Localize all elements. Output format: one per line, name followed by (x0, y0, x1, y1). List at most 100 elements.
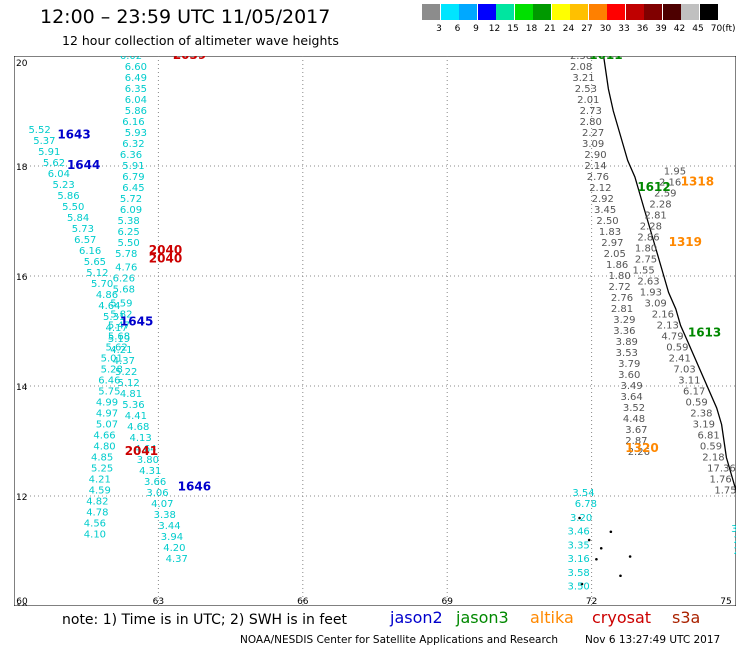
colorbar-label: 18 (525, 24, 538, 34)
colorbar-label: 3 (436, 24, 442, 34)
swh-value: 2.76 (611, 293, 633, 304)
swh-value: 2.50 (596, 216, 618, 227)
swh-value: 5.12 (86, 268, 108, 279)
swh-value: 3.64 (620, 392, 642, 403)
swh-value: 2.87 (625, 436, 647, 447)
legend-altika: altika (530, 608, 574, 627)
swh-value: 2.38 (690, 408, 712, 419)
swh-value: 5.25 (91, 463, 113, 474)
swh-value: 6.26 (113, 274, 135, 285)
swh-value: 0.59 (666, 342, 688, 353)
swh-value: 4.10 (84, 529, 106, 540)
swh-value: 4.07 (151, 499, 173, 510)
swh-value: 24.4 (734, 546, 736, 557)
legend-cryosat: cryosat (592, 608, 652, 627)
swh-value: 5.28 (101, 364, 123, 375)
swh-value: 2.92 (592, 194, 614, 205)
swh-value: 3.45 (594, 205, 616, 216)
swh-value: 2.75 (635, 254, 657, 265)
swh-value: 5.52 (28, 125, 50, 136)
swh-value: 5.12 (117, 378, 139, 389)
colorbar-label: 33 (618, 24, 630, 34)
swh-value: 2.97 (601, 238, 623, 249)
swh-value: 5.70 (91, 279, 113, 290)
map-subtitle: 12 hour collection of altimeter wave hei… (62, 33, 339, 48)
swh-value: 2.16 (659, 177, 681, 188)
swh-value: 3.09 (645, 298, 667, 309)
swh-value: 5.75 (98, 386, 120, 397)
colorbar-label: 6 (454, 24, 461, 34)
track-label: 2041 (125, 444, 158, 458)
swh-value: 5.62 (105, 342, 127, 353)
swh-value: 6.16 (122, 117, 144, 128)
swh-value: 5.22 (115, 367, 137, 378)
swh-value: 5.36 (122, 400, 144, 411)
colorbar-swatch (533, 4, 551, 20)
swh-value: 2.58 (570, 56, 592, 62)
swh-value: 6.32 (122, 139, 144, 150)
swh-value: 1.80 (608, 271, 630, 282)
swh-value: 6.04 (125, 95, 147, 106)
swh-value: 1.95 (664, 166, 686, 177)
swh-value: 2.86 (637, 232, 659, 243)
x-tick-label: 72 (586, 597, 597, 606)
swh-value: 6.02 (120, 56, 142, 62)
swh-value: 2.13 (657, 320, 679, 331)
swh-value: 6.17 (683, 386, 705, 397)
swh-value: 4.20 (163, 543, 185, 554)
colorbar-label: 70 (710, 24, 723, 34)
colorbar-label: 36 (636, 24, 649, 34)
swh-value: 6.25 (117, 227, 139, 238)
y-tick-label: 18 (16, 163, 28, 173)
swh-value: 2.30 (734, 535, 736, 546)
swh-value: 4.31 (139, 466, 161, 477)
swh-value: 5.93 (125, 128, 147, 139)
swh-value: 5.50 (117, 238, 139, 249)
swh-value: 6.09 (120, 205, 142, 216)
swh-value: 5.38 (117, 216, 139, 227)
legend-s3a: s3a (672, 608, 701, 627)
swh-value: 1.55 (633, 265, 655, 276)
swh-value: 1.76 (710, 474, 732, 485)
swh-value: 6.45 (122, 183, 144, 194)
swh-value: 3.58 (568, 568, 590, 579)
colorbar-swatch (570, 4, 588, 20)
swh-value: 3.54 (572, 488, 594, 499)
swh-value: 2.80 (580, 117, 602, 128)
track-label: 1320 (625, 441, 658, 455)
colorbar-label: 21 (544, 24, 556, 34)
swh-value: 6.79 (122, 172, 144, 183)
swh-value: 1.86 (606, 260, 628, 271)
colorbar-swatch (422, 4, 440, 20)
track-label: 1613 (688, 326, 721, 340)
swh-value: 6.35 (125, 84, 147, 95)
swh-value: 2.63 (637, 276, 659, 287)
swh-value: 3.36 (613, 326, 635, 337)
swh-value: 5.72 (120, 194, 142, 205)
swh-value: 4.82 (86, 496, 108, 507)
island-marker (599, 546, 603, 550)
swh-value: 5.86 (57, 191, 79, 202)
y-tick-label: 14 (16, 383, 28, 393)
swh-value: 3.53 (616, 348, 638, 359)
swh-value: 5.62 (43, 158, 65, 169)
colorbar-swatch (459, 4, 477, 20)
colorbar-swatch (681, 4, 699, 20)
swh-value: 2.08 (570, 62, 592, 73)
swh-value: 3.11 (678, 375, 700, 386)
swh-value: 4.76 (115, 263, 137, 274)
colorbar-swatch (644, 4, 662, 20)
swh-value: 2.16 (652, 309, 674, 320)
colorbar-label: 42 (673, 24, 686, 34)
track-label: 1319 (669, 235, 702, 249)
track-label: 2039 (173, 56, 206, 62)
swh-value: 3.35 (568, 540, 590, 551)
swh-value: 2.01 (577, 95, 599, 106)
colorbar-swatch (699, 4, 718, 20)
colorbar-swatch (625, 4, 644, 20)
colorbar-label: 9 (473, 24, 479, 34)
swh-value: 2.72 (608, 282, 630, 293)
swh-value: 3.20 (570, 513, 592, 524)
swh-value: 6.60 (125, 62, 147, 73)
track-label: 1318 (681, 174, 714, 188)
